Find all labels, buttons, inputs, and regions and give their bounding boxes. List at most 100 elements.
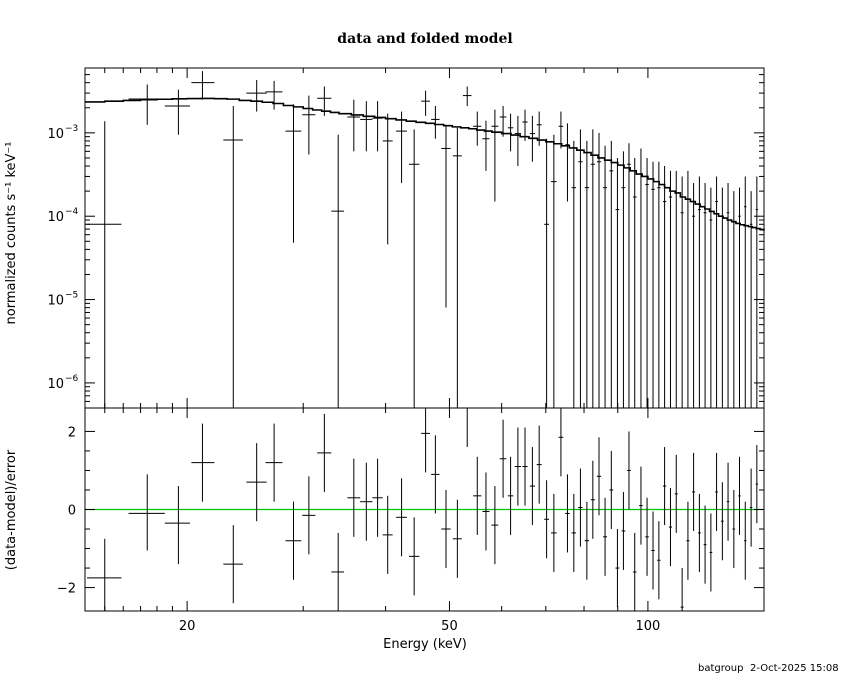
data-point — [732, 191, 736, 408]
data-point — [431, 106, 440, 139]
residual-point — [726, 462, 730, 541]
residual-point — [529, 447, 535, 526]
data-point — [347, 99, 361, 152]
residual-point — [452, 499, 462, 578]
residual-point — [732, 489, 736, 569]
data-point — [551, 134, 557, 408]
residual-point — [738, 456, 741, 535]
chart-title: data and folded model — [337, 31, 512, 47]
residual-point — [703, 505, 707, 584]
data-point — [668, 170, 673, 408]
data-point — [738, 187, 741, 408]
residual-point — [441, 489, 451, 569]
residual-point — [408, 517, 420, 596]
folded-model-curve — [85, 97, 765, 231]
data-point — [749, 191, 753, 408]
data-point — [645, 157, 649, 408]
data-point — [639, 148, 643, 408]
data-point — [590, 129, 595, 408]
spectrum-frame — [84, 67, 765, 409]
residual-point — [596, 437, 602, 516]
data-point — [372, 101, 383, 152]
residual-tick-marks — [84, 408, 765, 611]
data-point — [462, 86, 472, 107]
data-point — [686, 170, 690, 408]
data-point — [164, 89, 190, 135]
residual-point — [639, 466, 643, 545]
residual-data-points — [87, 407, 759, 611]
residual-point — [372, 458, 383, 537]
residual-point — [191, 423, 215, 502]
residual-panel: 20−2 20 50 100 (data-model)/error Energy (… — [4, 407, 765, 652]
residual-point — [709, 513, 713, 592]
y-tick-label: 0 — [68, 504, 76, 519]
data-point — [499, 106, 507, 137]
residual-point — [590, 460, 595, 539]
y-tick-exponent: −5 — [65, 291, 78, 301]
data-point — [514, 115, 522, 167]
residual-point — [431, 435, 440, 514]
residual-point — [749, 468, 753, 547]
data-point — [578, 129, 583, 408]
y-tick-exponent: −6 — [65, 374, 79, 384]
y-tick-label: −2 — [57, 582, 76, 597]
data-point — [657, 161, 661, 408]
data-point — [265, 80, 283, 110]
residual-point — [603, 497, 608, 576]
data-point — [726, 183, 730, 408]
data-point — [408, 129, 420, 408]
residual-point — [715, 452, 718, 531]
residual-point — [651, 511, 655, 590]
data-point — [246, 80, 267, 112]
residual-point — [285, 501, 302, 580]
data-point — [441, 124, 451, 308]
data-point — [396, 111, 407, 184]
residual-point — [544, 480, 550, 559]
data-point — [522, 109, 528, 141]
data-point — [544, 138, 550, 408]
residual-point — [609, 450, 614, 530]
data-point — [703, 183, 707, 408]
data-point — [302, 95, 316, 155]
spectrum-tick-marks — [84, 67, 765, 409]
data-point — [223, 106, 243, 408]
y-tick-label: 10 — [47, 294, 64, 309]
residual-point — [697, 493, 701, 572]
residual-point — [680, 568, 684, 611]
y-tick-label: 10 — [47, 127, 64, 142]
spectrum-y-tick-labels: 10−610−510−410−3 — [47, 124, 78, 392]
data-point — [621, 151, 626, 408]
residual-point — [421, 408, 430, 473]
y-tick-exponent: −3 — [65, 124, 78, 134]
residual-point — [674, 454, 678, 533]
residual-y-tick-labels: 2 0 −2 — [57, 425, 76, 596]
y-tick-label: 10 — [47, 377, 64, 392]
data-point — [755, 176, 759, 408]
data-point — [571, 140, 577, 408]
residual-point — [621, 491, 626, 571]
residual-point — [657, 521, 661, 600]
residual-point — [302, 476, 316, 555]
data-point — [491, 109, 499, 202]
data-point — [721, 187, 724, 408]
residual-point — [347, 458, 361, 537]
residual-point — [668, 488, 673, 567]
residual-point — [744, 501, 747, 580]
residual-point — [645, 497, 649, 576]
residual-point — [558, 408, 564, 477]
residual-point — [536, 425, 542, 504]
residual-point — [164, 486, 190, 565]
residual-point — [721, 482, 724, 561]
residual-point — [565, 474, 570, 553]
data-point — [507, 113, 514, 152]
residual-point — [514, 427, 522, 506]
residual-point — [692, 452, 696, 531]
y-tick-label: 10 — [47, 210, 64, 225]
data-point — [627, 143, 631, 408]
y-tick-label: 2 — [68, 425, 76, 440]
residual-point — [128, 474, 165, 551]
data-point — [452, 127, 462, 408]
x-tick-labels: 20 50 100 — [179, 619, 660, 634]
data-point — [632, 157, 637, 408]
data-point — [331, 134, 345, 408]
